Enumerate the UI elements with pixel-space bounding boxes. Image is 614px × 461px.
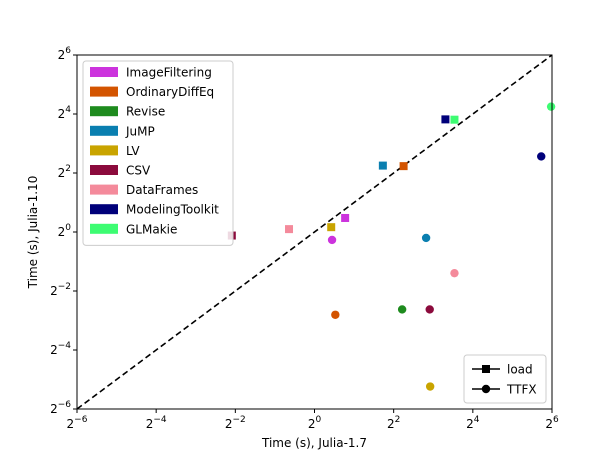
x-axis-label: Time (s), Julia-1.7 xyxy=(261,436,367,450)
square-marker-icon xyxy=(482,365,490,373)
legend-swatch-revise xyxy=(90,106,118,117)
x-tick-label: 2−4 xyxy=(146,415,167,431)
ttfx-point-csv xyxy=(425,305,434,314)
marker-legend: load TTFX xyxy=(463,354,547,404)
ttfx-point-imagefiltering xyxy=(327,235,337,245)
load-point-modelingtoolkit xyxy=(441,115,450,124)
legend-swatch-jump xyxy=(90,125,118,136)
ttfx-point-ordinarydiffeq xyxy=(331,310,340,319)
y-tick-label: 2−6 xyxy=(50,400,71,416)
legend-label-dataframes: DataFrames xyxy=(126,183,198,197)
ttfx-point-lv xyxy=(425,382,435,391)
x-tick-label: 24 xyxy=(466,415,480,431)
legend-label-lv: LV xyxy=(126,144,140,158)
legend-swatch-imagefiltering xyxy=(90,67,118,77)
legend-label-modelingtoolkit: ModelingToolkit xyxy=(126,203,219,217)
legend-swatch-modelingtoolkit xyxy=(90,204,118,215)
reference-line-y-equals-x xyxy=(76,54,553,410)
load-point-ordinarydiffeq xyxy=(399,162,408,171)
x-tick-label: 2−2 xyxy=(225,415,246,431)
y-tick-label: 22 xyxy=(58,164,71,180)
legend-label-csv: CSV xyxy=(126,164,151,178)
legend-label-glmakie: GLMakie xyxy=(126,222,177,236)
legend-swatch-glmakie xyxy=(90,223,118,234)
ttfx-point-dataframes xyxy=(450,268,459,278)
ttfx-point-jump xyxy=(421,233,431,243)
series-legend-box xyxy=(82,60,234,246)
load-point-lv xyxy=(327,223,336,232)
y-axis-label: Time (s), Julia-1.10 xyxy=(26,176,40,290)
legend-swatch-lv xyxy=(90,145,118,156)
marker-legend-label-ttfx: TTFX xyxy=(506,383,537,397)
legend-label-ordinarydiffeq: OrdinaryDiffEq xyxy=(126,85,214,99)
ttfx-point-revise xyxy=(397,305,407,314)
legend-label-imagefiltering: ImageFiltering xyxy=(126,66,212,80)
legend-label-revise: Revise xyxy=(126,105,165,119)
y-tick-label: 20 xyxy=(58,223,72,239)
x-tick-label: 26 xyxy=(545,415,559,431)
y-tick-label: 24 xyxy=(58,105,72,121)
y-tick-label: 26 xyxy=(58,46,72,62)
y-tick-label: 2−2 xyxy=(50,282,71,298)
y-tick-label: 2−4 xyxy=(50,341,71,357)
load-point-imagefiltering xyxy=(341,213,350,222)
x-tick-label: 20 xyxy=(308,415,322,431)
circle-marker-icon xyxy=(481,384,491,394)
load-point-glmakie xyxy=(450,115,459,124)
ttfx-point-modelingtoolkit xyxy=(537,152,546,161)
series-legend: ImageFiltering OrdinaryDiffEq Revise JuMP LV… xyxy=(82,60,234,246)
marker-legend-label-load: load xyxy=(507,363,533,377)
ttfx-point-glmakie xyxy=(546,102,556,111)
x-tick-label: 2−6 xyxy=(67,415,88,431)
legend-swatch-ordinarydiffeq xyxy=(90,86,118,97)
legend-swatch-dataframes xyxy=(90,184,118,195)
legend-label-jump: JuMP xyxy=(125,124,155,138)
load-point-jump xyxy=(378,161,387,170)
legend-swatch-csv xyxy=(90,165,118,175)
load-point-dataframes xyxy=(285,225,294,234)
x-tick-label: 22 xyxy=(387,415,400,431)
